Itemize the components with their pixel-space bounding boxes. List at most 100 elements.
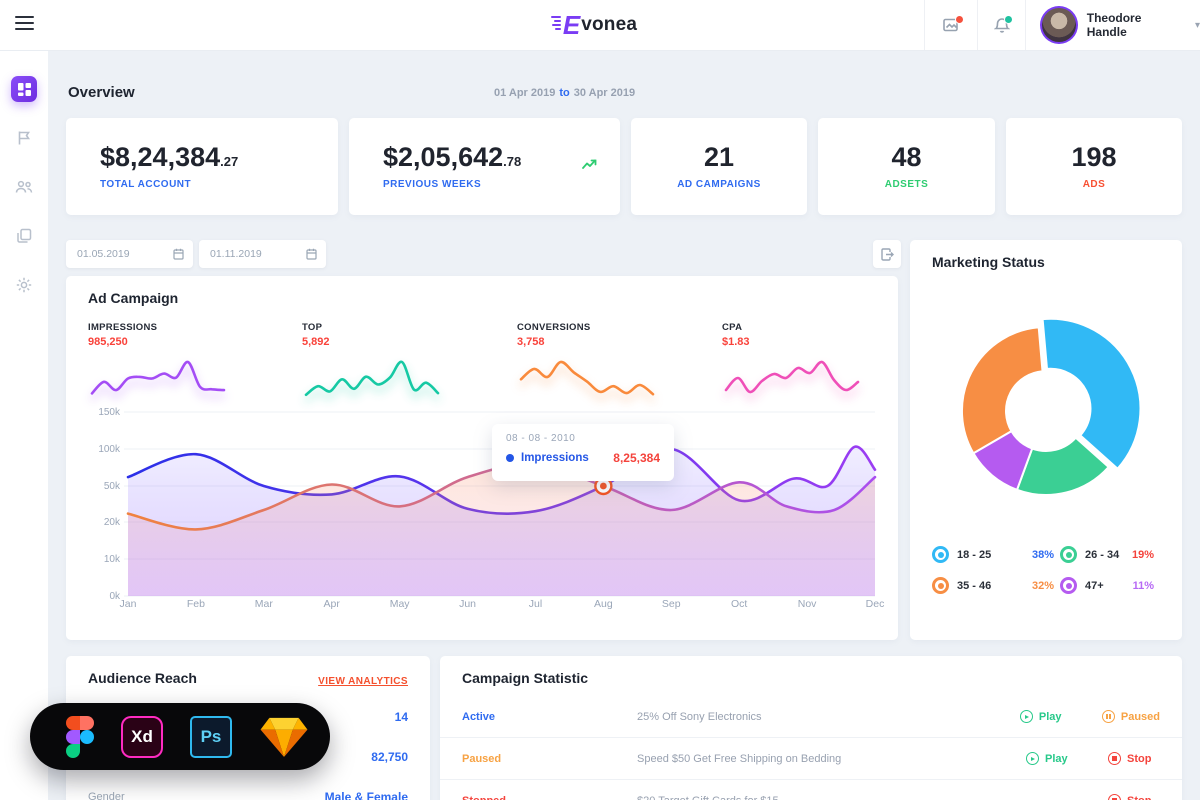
audience-row-value: 14 <box>394 710 408 724</box>
legend-range: 18 - 25 <box>957 548 992 561</box>
play-button[interactable]: Play <box>1019 710 1072 723</box>
metric-cpa: CPA $1.83 <box>722 322 892 406</box>
stat-card: $8,24,384.27 TOTAL ACCOUNT <box>66 118 338 215</box>
svg-text:Apr: Apr <box>324 598 341 610</box>
sidebar-item-dashboard[interactable] <box>11 76 37 102</box>
user-profile-menu[interactable]: Theodore Handle ▾ <box>1025 0 1200 50</box>
stat-card: 48 ADSETS <box>818 118 995 215</box>
donut-slice-35-46 <box>960 326 1044 455</box>
legend-range: 47+ <box>1085 579 1104 592</box>
hamburger-menu-icon[interactable] <box>15 16 34 31</box>
svg-text:Feb: Feb <box>187 598 205 610</box>
sidebar-item-flag[interactable] <box>11 125 37 151</box>
svg-text:20k: 20k <box>104 517 121 528</box>
stop-button[interactable]: Stop <box>1108 752 1160 765</box>
svg-text:Jul: Jul <box>529 598 542 610</box>
ad-campaign-title: Ad Campaign <box>88 290 179 306</box>
legend-item[interactable]: 18 - 25 38% <box>932 546 1060 563</box>
svg-text:150k: 150k <box>98 407 121 418</box>
campaign-row: Stopped$20 Target Gift Cards for $15Stop <box>440 779 1182 800</box>
sketch-icon[interactable] <box>259 715 309 759</box>
tooltip-value: 8,25,384 <box>613 451 660 465</box>
campaign-actions: Play Stop <box>1026 752 1160 765</box>
audience-row-value: Male & Female <box>324 790 408 800</box>
sparkline-top <box>304 360 440 397</box>
logo: E vonea <box>0 0 1200 50</box>
svg-text:Sep: Sep <box>662 598 681 610</box>
export-icon <box>880 247 894 261</box>
header-notifications-button[interactable] <box>977 0 1026 50</box>
legend-percentage: 38% <box>1031 548 1054 561</box>
legend-item[interactable]: 47+ 11% <box>1060 577 1160 594</box>
svg-text:Dec: Dec <box>866 598 885 610</box>
stat-value: 198 <box>1071 141 1117 172</box>
notifications-badge <box>1004 14 1013 24</box>
sidebar-item-pages[interactable] <box>11 223 37 249</box>
sidebar-item-settings[interactable] <box>11 272 37 298</box>
audience-row-value: 82,750 <box>371 750 408 764</box>
photoshop-icon[interactable]: Ps <box>190 715 232 758</box>
audience-row: Gender Male & Female <box>88 788 408 800</box>
legend-item[interactable]: 35 - 46 32% <box>932 577 1060 594</box>
campaign-status: Active <box>462 710 496 723</box>
date-end-input[interactable]: 01.11.2019 <box>199 240 326 268</box>
ad-campaign-area-chart: 0k 10k 20k 50k 100k 150k Jan Feb Mar Apr May Jun Jul… <box>98 407 885 610</box>
campaign-status: Paused <box>462 752 502 765</box>
trend-up-icon <box>582 159 597 169</box>
legend-range: 26 - 34 <box>1085 548 1120 561</box>
legend-ring-icon <box>1060 577 1077 594</box>
view-analytics-link[interactable]: VIEW ANALYTICS <box>318 676 408 687</box>
stat-label: TOTAL ACCOUNT <box>100 178 192 190</box>
legend-percentage: 32% <box>1031 579 1054 592</box>
play-icon <box>1019 710 1033 723</box>
metric-value: 5,892 <box>302 336 330 348</box>
campaign-name: Speed $50 Get Free Shipping on Bedding <box>637 752 842 765</box>
legend-ring-icon <box>1060 546 1077 563</box>
svg-text:May: May <box>390 598 411 610</box>
header: E vonea Theodore Handle <box>0 0 1200 51</box>
stat-card: 21 AD CAMPAIGNS <box>631 118 807 215</box>
logo-text: vonea <box>581 14 638 35</box>
marketing-status-title: Marketing Status <box>932 254 1045 270</box>
sparkline-conversions <box>519 360 655 396</box>
user-name: Theodore Handle <box>1086 11 1142 39</box>
tooltip-date: 08 - 08 - 2010 <box>506 433 576 444</box>
paused-button[interactable]: Paused <box>1101 710 1160 723</box>
campaign-statistic-card: Campaign Statistic Active 25% Off Sony El… <box>440 656 1182 800</box>
date-range-joiner: to <box>559 87 570 99</box>
legend-percentage: 19% <box>1131 548 1154 561</box>
stop-button[interactable]: Stop <box>1108 794 1160 800</box>
metric-label: IMPRESSIONS <box>88 322 158 333</box>
campaign-actions: Stop <box>1108 794 1160 800</box>
svg-text:10k: 10k <box>104 554 121 565</box>
header-messages-button[interactable] <box>924 0 978 50</box>
sidebar-item-users[interactable] <box>11 174 37 200</box>
legend-item[interactable]: 26 - 34 19% <box>1060 546 1160 563</box>
campaign-actions: Play Paused <box>1019 710 1160 723</box>
legend-percentage: 11% <box>1132 579 1154 592</box>
stat-label: AD CAMPAIGNS <box>677 178 761 190</box>
ad-campaign-card: Ad Campaign IMPRESSIONS 985,250 TOP 5,892 CO… <box>66 276 898 640</box>
messages-badge <box>954 15 964 24</box>
campaign-name: 25% Off Sony Electronics <box>637 710 762 723</box>
users-icon <box>15 180 33 193</box>
stats-row: $8,24,384.27 TOTAL ACCOUNT $2,05,642.78 PRE… <box>66 118 1182 215</box>
chart-tooltip: 08 - 08 - 2010 Impressions 8,25,384 <box>492 424 674 481</box>
play-button[interactable]: Play <box>1026 752 1078 765</box>
export-button[interactable] <box>873 240 901 268</box>
metric-conversions: CONVERSIONS 3,758 <box>517 322 687 406</box>
svg-text:Mar: Mar <box>255 598 274 610</box>
legend-ring-icon <box>932 577 949 594</box>
figma-icon[interactable] <box>66 715 94 758</box>
avatar <box>1040 6 1078 44</box>
metric-label: CONVERSIONS <box>517 322 591 333</box>
adobe-xd-icon[interactable]: Xd <box>121 715 163 758</box>
stat-label: PREVIOUS WEEKS <box>383 178 482 190</box>
stat-value: $2,05,642.78 <box>383 141 522 172</box>
dashboard-grid-icon <box>17 82 31 96</box>
gear-icon <box>16 277 32 293</box>
campaign-statistic-title: Campaign Statistic <box>462 670 589 686</box>
date-start-input[interactable]: 01.05.2019 <box>66 240 193 268</box>
messages-icon <box>942 15 964 33</box>
